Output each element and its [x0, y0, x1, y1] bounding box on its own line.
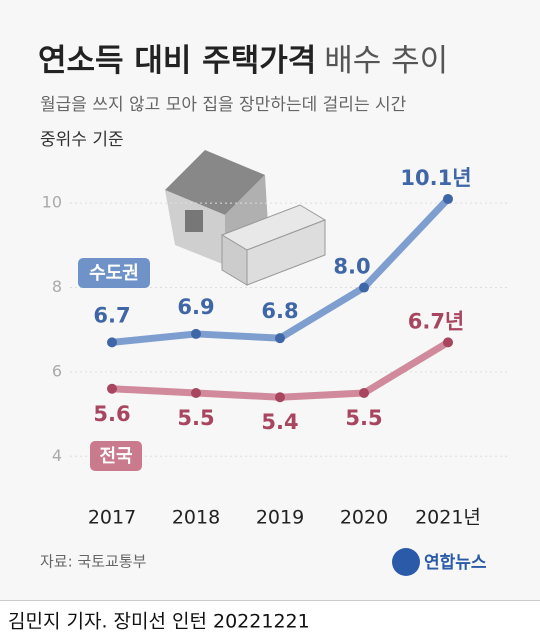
legend-badge: [90, 441, 142, 471]
x-tick-label: 2021년: [415, 507, 481, 529]
x-tick-label: 2020: [340, 507, 388, 529]
legend-label: 전국: [99, 446, 132, 467]
point: [359, 282, 369, 293]
title-main: 연소득 대비 주택가격: [38, 43, 316, 79]
y-tick-label: 6: [52, 361, 62, 380]
point: [275, 333, 285, 344]
credit: 김민지 기자. 장미선 인턴 20221221: [8, 611, 310, 633]
title-suffix: 배수 추이: [324, 43, 448, 79]
value-label: 6.7년: [408, 309, 465, 333]
value-label: 5.4: [261, 410, 298, 434]
house-illustration: [165, 150, 327, 286]
point: [359, 387, 369, 398]
value-label: 6.9: [177, 295, 214, 319]
subtitle: 월급을 쓰지 않고 모아 집을 장만하는데 걸리는 시간: [40, 95, 407, 115]
x-tick-label: 2018: [172, 507, 220, 529]
value-label: 10.1년: [400, 166, 471, 190]
value-label: 5.5: [177, 406, 214, 430]
point: [107, 383, 117, 394]
logo-mark: [392, 548, 420, 576]
point: [443, 193, 453, 204]
x-tick-label: 2019: [256, 507, 304, 529]
subtitle: 중위수 기준: [40, 130, 124, 150]
value-label: 8.0: [333, 255, 370, 279]
y-tick-label: 10: [42, 193, 62, 212]
point: [107, 337, 117, 348]
legend-label: 수도권: [89, 263, 139, 284]
source: 자료: 국토교통부: [40, 553, 147, 571]
point: [191, 387, 201, 398]
value-label: 5.5: [345, 406, 382, 430]
y-tick-label: 4: [52, 446, 62, 465]
value-label: 6.8: [261, 299, 298, 323]
divider: [0, 600, 540, 601]
background: [0, 0, 540, 600]
chart-title: 연소득 대비 주택가격 배수 추이: [38, 43, 448, 79]
value-label: 5.6: [93, 402, 130, 426]
point: [275, 392, 285, 403]
y-tick-label: 8: [52, 277, 62, 296]
x-tick-label: 2017: [88, 507, 136, 529]
legend-badge: [78, 258, 150, 288]
value-label: 6.7: [93, 303, 130, 327]
point: [191, 328, 201, 339]
logo: 연합뉴스: [424, 552, 487, 573]
point: [443, 337, 453, 348]
